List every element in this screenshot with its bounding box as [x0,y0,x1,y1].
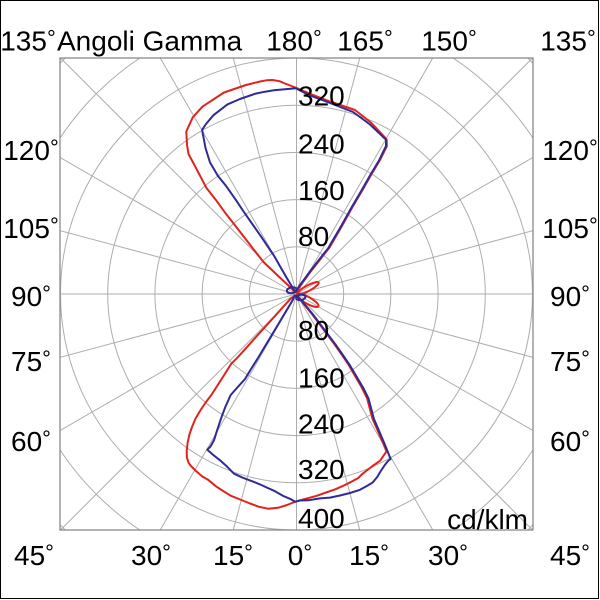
svg-text:150°: 150° [421,25,477,56]
svg-text:180°: 180° [266,25,322,56]
svg-text:240: 240 [298,408,345,439]
svg-text:120°: 120° [542,135,598,166]
svg-text:Angoli Gamma: Angoli Gamma [57,25,243,56]
svg-text:90°: 90° [550,281,590,312]
svg-text:15°: 15° [349,540,389,571]
svg-text:320: 320 [298,80,345,111]
svg-text:135°: 135° [540,25,596,56]
svg-text:120°: 120° [3,135,59,166]
svg-text:320: 320 [298,454,345,485]
svg-text:105°: 105° [3,213,59,244]
svg-text:240: 240 [298,128,345,159]
svg-text:cd/klm: cd/klm [447,504,528,535]
svg-text:165°: 165° [337,25,393,56]
svg-text:80: 80 [298,315,329,346]
svg-text:160: 160 [298,362,345,393]
svg-text:80: 80 [298,221,329,252]
svg-text:105°: 105° [542,213,598,244]
svg-text:160: 160 [298,175,345,206]
svg-text:135°: 135° [0,25,55,56]
svg-text:400: 400 [298,503,345,534]
